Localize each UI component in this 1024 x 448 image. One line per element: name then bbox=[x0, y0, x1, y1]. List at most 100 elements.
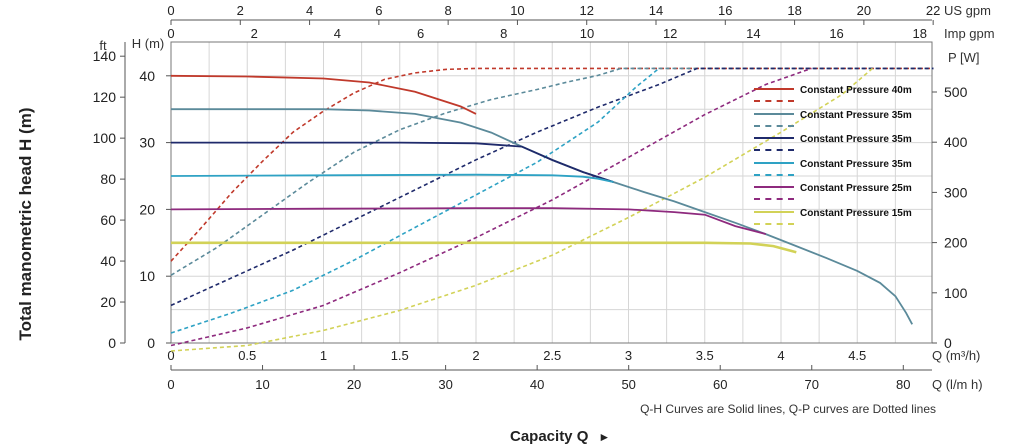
x-tick-label-m3h: 4 bbox=[777, 348, 784, 363]
legend-solid-swatch bbox=[754, 186, 794, 189]
y-tick-label-w: 500 bbox=[944, 84, 968, 100]
legend-dotted-swatch bbox=[754, 100, 794, 102]
y-tick-label-ft: 60 bbox=[100, 212, 116, 228]
qh-curve bbox=[171, 241, 797, 254]
axes: 0 0.5 1 1.5 2 2.5 3 3.5 4 4.5 Q (m³/h)0 10 20 30 40 50 6… bbox=[93, 3, 995, 392]
x-tick-label-usgpm: 2 bbox=[237, 3, 244, 18]
qp-curve bbox=[170, 67, 660, 334]
qp-curve bbox=[170, 67, 934, 276]
y-tick-label-ft: 100 bbox=[93, 130, 117, 146]
qp-curves bbox=[170, 67, 934, 352]
x-tick-label-m3h: 1 bbox=[320, 348, 327, 363]
x-tick-label-m3h: 2.5 bbox=[543, 348, 561, 363]
legend-solid-swatch bbox=[754, 210, 794, 213]
x-tick-label-usgpm: 22 bbox=[926, 3, 940, 18]
legend-item: Constant Pressure 35m bbox=[754, 159, 934, 184]
qp-curve bbox=[170, 67, 934, 307]
y-tick-label-ft: 80 bbox=[100, 171, 116, 187]
x-tick-label-impgpm: 6 bbox=[417, 26, 424, 41]
x-tick-label-usgpm: 10 bbox=[510, 3, 524, 18]
legend-solid-swatch bbox=[754, 161, 794, 164]
x-axis-unit-m3h: Q (m³/h) bbox=[932, 348, 980, 363]
legend-dotted-swatch bbox=[754, 198, 794, 201]
legend-label: Constant Pressure 35m bbox=[800, 109, 912, 121]
qh-curve bbox=[170, 207, 767, 235]
x-tick-label-impgpm: 8 bbox=[500, 26, 507, 41]
x-tick-label-usgpm: 6 bbox=[375, 3, 382, 18]
legend-solid-swatch bbox=[754, 137, 794, 140]
curve-note: Q-H Curves are Solid lines, Q-P curves a… bbox=[640, 402, 936, 416]
x-tick-label-m3h: 3 bbox=[625, 348, 632, 363]
x-tick-label-usgpm: 0 bbox=[167, 3, 174, 18]
y-tick-label-w: 200 bbox=[944, 235, 968, 251]
qh-curves bbox=[170, 74, 913, 325]
y-tick-label-ft: 120 bbox=[93, 89, 117, 105]
qp-curve bbox=[170, 67, 812, 347]
legend-label: Constant Pressure 25m bbox=[800, 183, 912, 195]
x-tick-label-usgpm: 8 bbox=[445, 3, 452, 18]
qh-curve bbox=[170, 173, 614, 183]
x-tick-label-lmin: 70 bbox=[805, 377, 819, 392]
x-tick-label-impgpm: 14 bbox=[746, 26, 760, 41]
legend-solid-swatch bbox=[754, 112, 794, 115]
x-tick-label-impgpm: 12 bbox=[663, 26, 677, 41]
x-tick-label-lmin: 50 bbox=[621, 377, 635, 392]
y-tick-label-m: 10 bbox=[139, 268, 155, 284]
x-tick-label-m3h: 0.5 bbox=[238, 348, 256, 363]
x-tick-label-usgpm: 4 bbox=[306, 3, 313, 18]
legend: Constant Pressure 40m Constant Pressure 3… bbox=[754, 85, 934, 233]
legend-item: Constant Pressure 35m bbox=[754, 110, 934, 135]
legend-label: Constant Pressure 15m bbox=[800, 207, 912, 219]
x-tick-label-impgpm: 0 bbox=[167, 26, 174, 41]
x-tick-label-m3h: 2 bbox=[472, 348, 479, 363]
x-tick-label-impgpm: 2 bbox=[251, 26, 258, 41]
x-tick-label-lmin: 80 bbox=[896, 377, 910, 392]
legend-dotted-swatch bbox=[754, 173, 794, 176]
x-tick-label-impgpm: 10 bbox=[580, 26, 594, 41]
y-axis-unit-ft: ft bbox=[99, 38, 107, 53]
y-tick-label-ft: 140 bbox=[93, 48, 117, 64]
x-tick-label-m3h: 0 bbox=[167, 348, 174, 363]
y-tick-label-ft: 40 bbox=[100, 253, 116, 269]
x-tick-label-impgpm: 16 bbox=[829, 26, 843, 41]
x-tick-label-m3h: 4.5 bbox=[848, 348, 866, 363]
y-tick-label-m: 20 bbox=[139, 201, 155, 217]
x-tick-label-m3h: 1.5 bbox=[391, 348, 409, 363]
legend-label: Constant Pressure 40m bbox=[800, 85, 912, 96]
y-tick-label-w: 300 bbox=[944, 184, 968, 200]
y-tick-label-w: 100 bbox=[944, 285, 968, 301]
qh-curve bbox=[170, 74, 477, 115]
x-tick-label-usgpm: 20 bbox=[857, 3, 871, 18]
qp-curve bbox=[170, 67, 874, 352]
y-tick-label-m: 30 bbox=[139, 135, 155, 151]
legend-item: Constant Pressure 35m bbox=[754, 134, 934, 159]
x-tick-label-usgpm: 14 bbox=[649, 3, 663, 18]
x-axis-unit-impgpm: Imp gpm bbox=[944, 26, 995, 41]
x-axis-unit-lmin: Q (l/m h) bbox=[932, 377, 983, 392]
y-axis-unit-w: P [W] bbox=[948, 50, 980, 65]
y-axis-unit-m: H (m) bbox=[132, 36, 165, 51]
legend-label: Constant Pressure 35m bbox=[800, 134, 912, 146]
y-tick-label-ft: 0 bbox=[108, 335, 116, 351]
x-axis-title: Capacity Q ► bbox=[510, 428, 610, 445]
x-tick-label-lmin: 40 bbox=[530, 377, 544, 392]
x-axis-title-text: Capacity Q bbox=[510, 428, 589, 445]
legend-solid-swatch bbox=[754, 88, 794, 90]
legend-dotted-swatch bbox=[754, 124, 794, 127]
legend-item: Constant Pressure 15m bbox=[754, 208, 934, 233]
y-tick-label-m: 0 bbox=[147, 335, 155, 351]
x-tick-label-usgpm: 16 bbox=[718, 3, 732, 18]
x-tick-label-lmin: 20 bbox=[347, 377, 361, 392]
y-tick-label-m: 40 bbox=[139, 68, 155, 84]
x-tick-label-usgpm: 12 bbox=[579, 3, 593, 18]
legend-dotted-swatch bbox=[754, 149, 794, 152]
x-tick-label-lmin: 10 bbox=[255, 377, 269, 392]
x-tick-label-lmin: 30 bbox=[438, 377, 452, 392]
x-tick-label-lmin: 0 bbox=[167, 377, 174, 392]
qh-curve bbox=[171, 141, 614, 183]
legend-dotted-swatch bbox=[754, 222, 794, 225]
qp-curve bbox=[170, 67, 934, 262]
legend-item: Constant Pressure 25m bbox=[754, 183, 934, 208]
x-tick-label-usgpm: 18 bbox=[787, 3, 801, 18]
